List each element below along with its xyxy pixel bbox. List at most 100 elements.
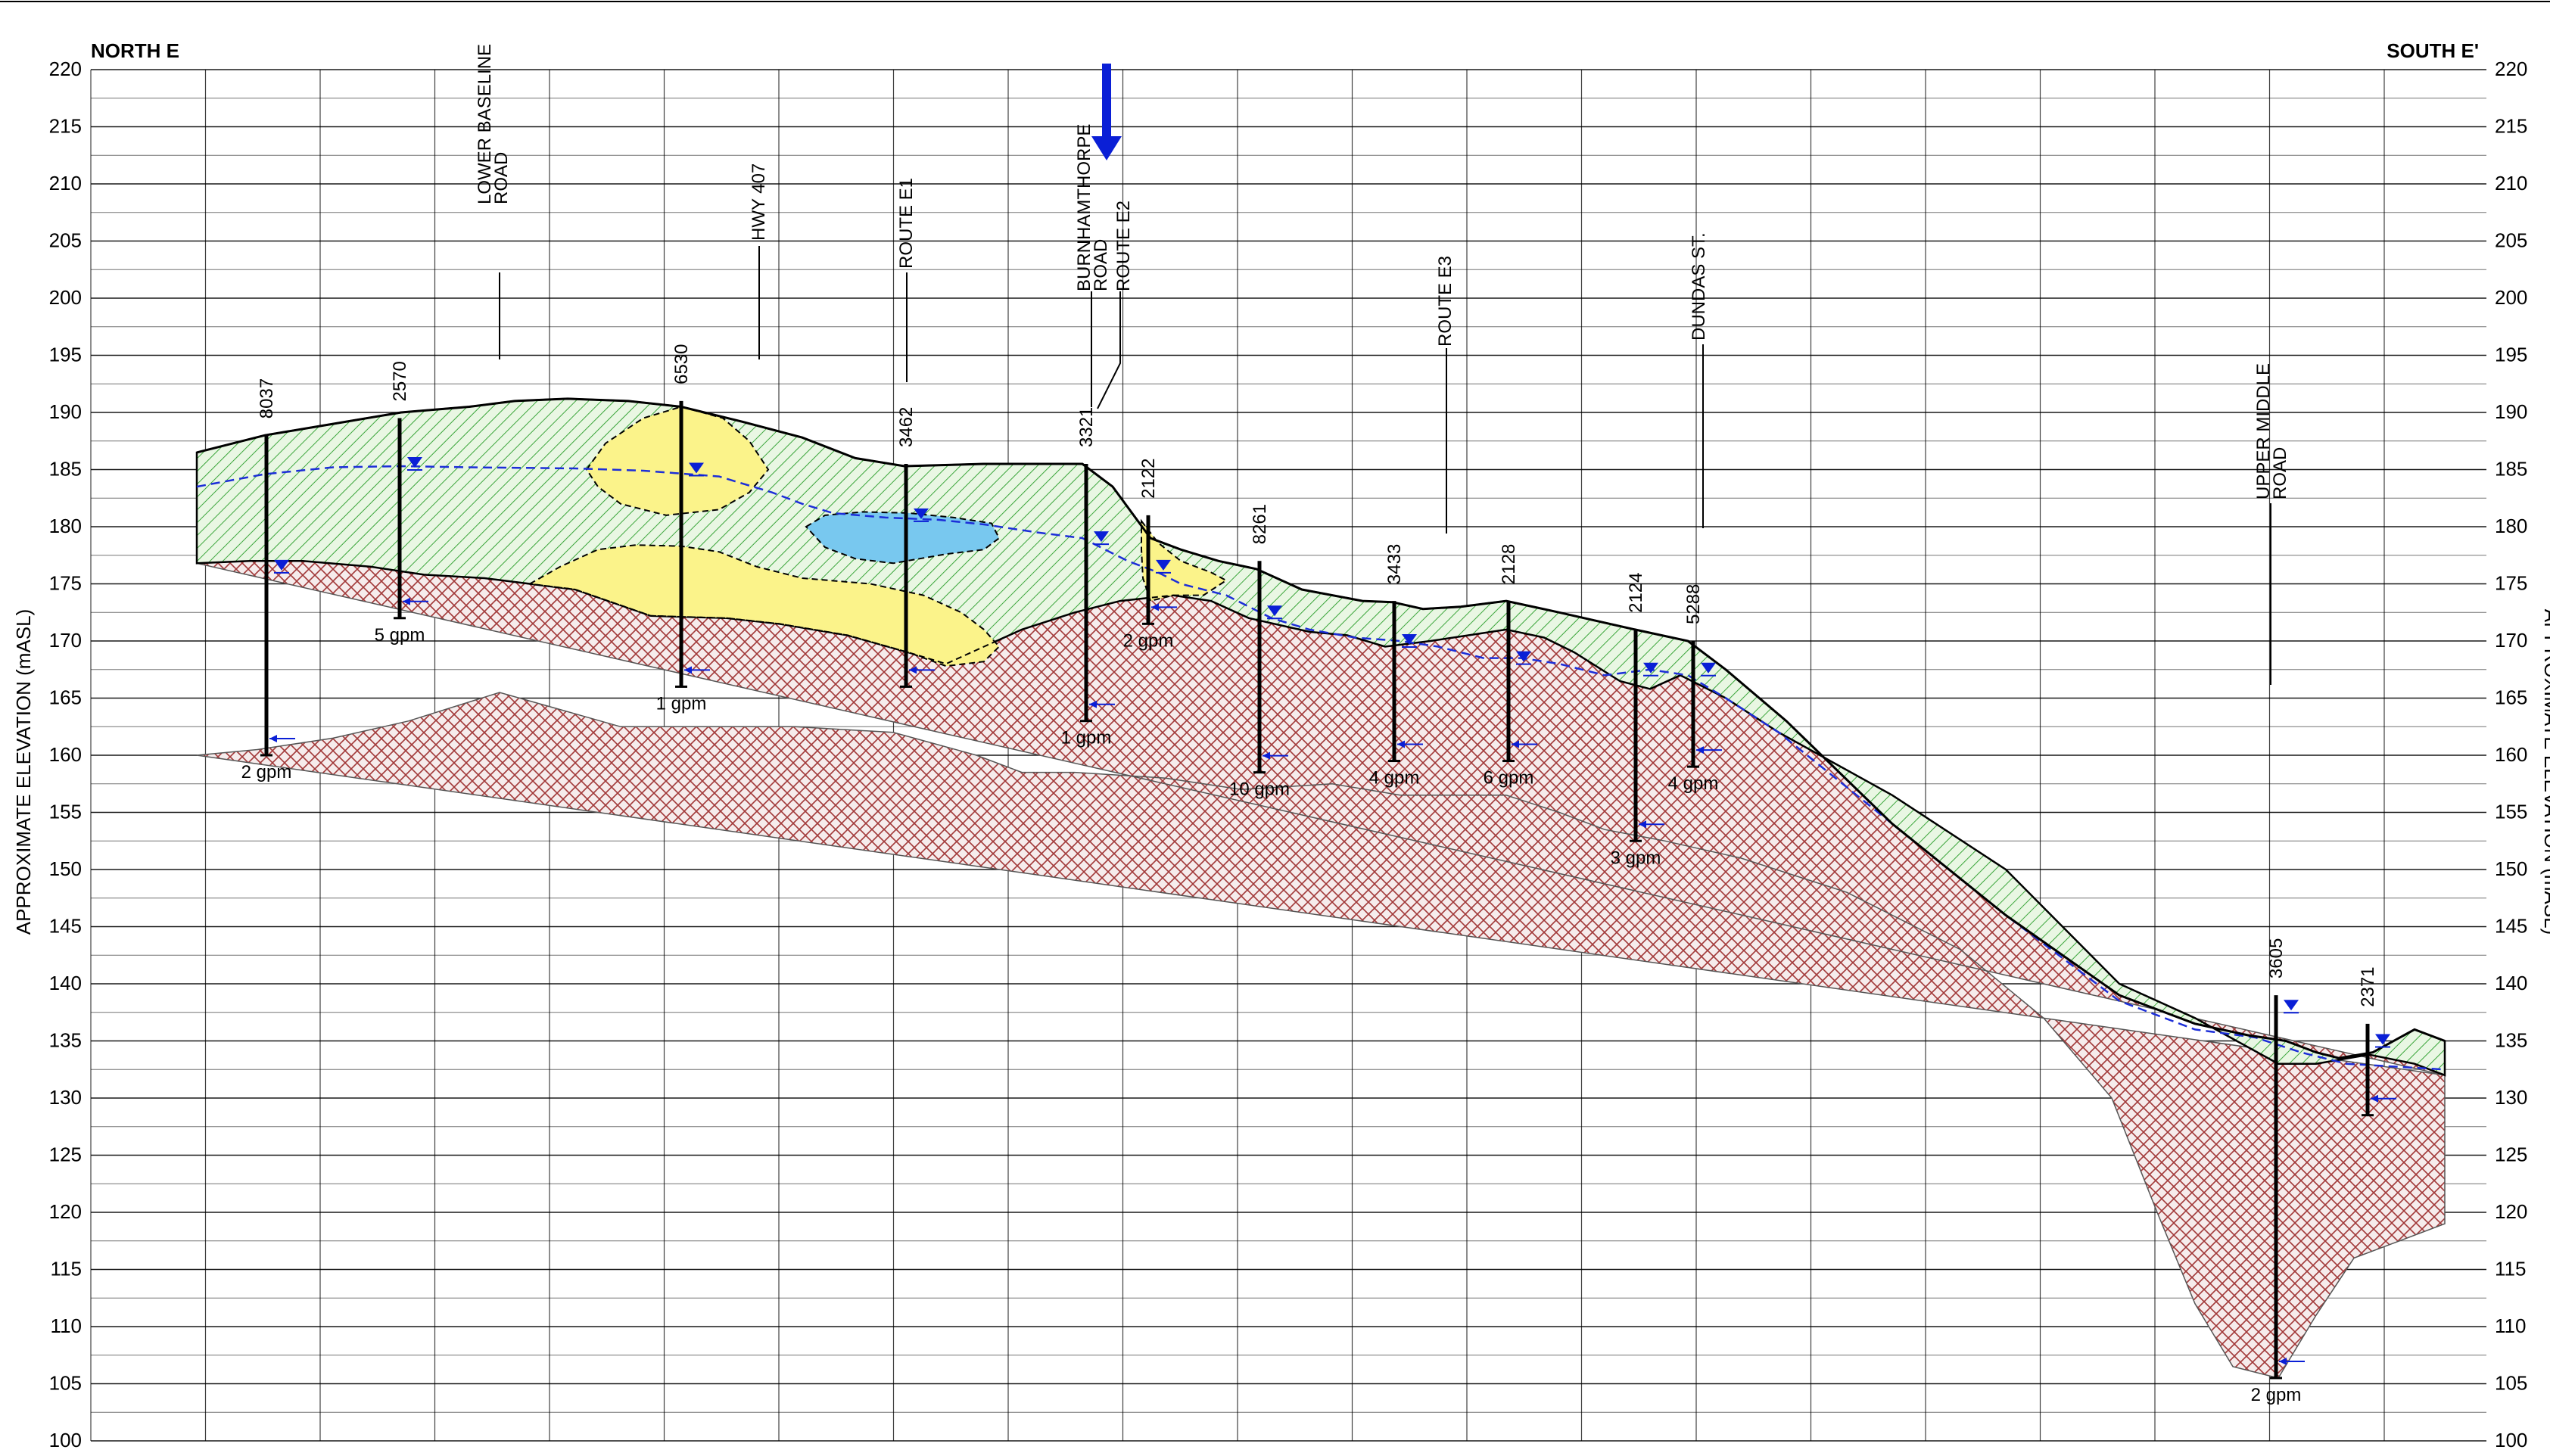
water-lens xyxy=(805,511,1001,565)
bedrock-layer xyxy=(196,560,2446,1379)
y-tick-label-right: 165 xyxy=(2495,686,2527,709)
well: 3433 4 gpm xyxy=(1369,544,1423,789)
section-location-arrow-icon xyxy=(1091,64,1122,160)
well-yield-label: 1 gpm xyxy=(656,693,707,714)
water-level-icon xyxy=(2284,1000,2299,1011)
road-label: ROUTE E3 xyxy=(1435,256,1456,347)
well-id-label: 2128 xyxy=(1499,544,1519,584)
road-label: UPPER MIDDLEROAD xyxy=(2253,363,2290,499)
y-tick-label-left: 185 xyxy=(49,458,82,481)
y-tick-label-left: 120 xyxy=(49,1200,82,1223)
water-level-icon xyxy=(914,508,929,519)
y-tick-label-right: 115 xyxy=(2495,1258,2526,1280)
wells: 8037 2 gpm 2570 5 gpm 6530 1 gpm 3462 3321 1 gpm… xyxy=(241,344,2396,1405)
y-tick-label-right: 150 xyxy=(2495,857,2527,880)
well-id-label: 6530 xyxy=(671,344,692,384)
road-label: ROUTE E1 xyxy=(896,178,917,269)
section-end-label: SOUTH E' xyxy=(2387,39,2479,62)
sand-lens xyxy=(585,406,770,516)
well: 8261 10 gpm xyxy=(1229,504,1290,800)
well: 5288 4 gpm xyxy=(1668,584,1722,794)
y-tick-label-left: 220 xyxy=(49,58,82,80)
y-tick-label-right: 160 xyxy=(2495,743,2527,766)
y-tick-label-left: 145 xyxy=(49,915,82,938)
y-tick-label-right: 190 xyxy=(2495,400,2527,423)
sand-lens xyxy=(527,544,1001,667)
road-label: BURNHAMTHORPEROAD xyxy=(1074,124,1111,291)
y-tick-label-right: 210 xyxy=(2495,172,2527,194)
y-tick-label-left: 190 xyxy=(49,400,82,423)
water-level-icon xyxy=(407,457,422,468)
y-tick-label-right: 185 xyxy=(2495,458,2527,481)
y-tick-label-right: 205 xyxy=(2495,229,2527,252)
well: 2122 2 gpm xyxy=(1123,459,1177,651)
water-level-icon xyxy=(1516,651,1531,662)
water-level-icon xyxy=(1094,531,1109,543)
y-tick-label-right: 195 xyxy=(2495,344,2527,366)
road-label: HWY 407 xyxy=(749,163,769,241)
y-tick-label-right: 110 xyxy=(2495,1314,2526,1337)
geology-layers xyxy=(195,397,2446,1379)
well-id-label: 2122 xyxy=(1138,459,1159,499)
y-tick-label-right: 200 xyxy=(2495,286,2527,309)
y-tick-label-right: 215 xyxy=(2495,115,2527,138)
road-label: DUNDAS ST. xyxy=(1689,232,1709,341)
y-tick-label-left: 175 xyxy=(49,572,82,595)
road-label: ROUTE E2 xyxy=(1113,201,1134,291)
y-tick-label-left: 160 xyxy=(49,743,82,766)
y-tick-label-right: 155 xyxy=(2495,801,2527,823)
well-id-label: 5288 xyxy=(1683,584,1704,624)
well: 8037 2 gpm xyxy=(241,378,295,782)
y-tick-label-right: 170 xyxy=(2495,629,2527,652)
well-id-label: 8037 xyxy=(257,378,277,418)
y-tick-label-left: 135 xyxy=(49,1029,82,1052)
well-id-label: 2371 xyxy=(2358,966,2378,1006)
y-tick-label-left: 205 xyxy=(49,229,82,252)
water-level-icon xyxy=(689,462,704,474)
well: 3462 xyxy=(896,407,935,688)
ground-surface-line xyxy=(196,397,2446,1059)
y-tick-label-left: 165 xyxy=(49,686,82,709)
well-yield-label: 2 gpm xyxy=(1123,630,1174,651)
well-yield-label: 4 gpm xyxy=(1668,773,1719,794)
well-yield-label: 2 gpm xyxy=(241,762,292,782)
well-yield-label: 4 gpm xyxy=(1369,768,1420,789)
water-level-icon xyxy=(2375,1034,2390,1045)
y-tick-label-right: 180 xyxy=(2495,515,2527,537)
road-labels: LOWER BASELINEROAD HWY 407 ROUTE E1 BURNHAM… xyxy=(475,44,2290,685)
y-tick-label-left: 170 xyxy=(49,629,82,652)
y-tick-label-right: 175 xyxy=(2495,572,2527,595)
road-label: LOWER BASELINEROAD xyxy=(475,44,512,204)
well-yield-label: 1 gpm xyxy=(1061,728,1112,748)
well: 2128 6 gpm xyxy=(1484,544,1537,789)
y-tick-label-right: 130 xyxy=(2495,1086,2527,1109)
bedrock-contact-line xyxy=(196,560,2446,1076)
y-tick-label-right: 145 xyxy=(2495,915,2527,938)
y-tick-label-left: 110 xyxy=(51,1314,82,1337)
water-level-icon xyxy=(1267,605,1282,617)
road-leader-line xyxy=(1097,291,1121,409)
well-yield-label: 2 gpm xyxy=(2251,1385,2302,1405)
well: 2371 xyxy=(2358,966,2396,1117)
well-id-label: 2124 xyxy=(1626,573,1646,613)
y-tick-label-right: 105 xyxy=(2495,1372,2527,1395)
well-id-label: 3462 xyxy=(896,407,917,447)
well-yield-label: 3 gpm xyxy=(1611,848,1661,868)
well: 6530 1 gpm xyxy=(656,344,710,714)
y-tick-label-left: 100 xyxy=(49,1429,82,1451)
y-tick-label-left: 215 xyxy=(49,115,82,138)
y-tick-label-left: 180 xyxy=(49,515,82,537)
y-tick-label-right: 120 xyxy=(2495,1200,2527,1223)
water-level-icon xyxy=(1156,559,1171,571)
y-tick-label-left: 115 xyxy=(51,1258,82,1280)
y-tick-label-left: 210 xyxy=(49,172,82,194)
water-level-icon xyxy=(1643,662,1658,674)
well-yield-label: 5 gpm xyxy=(375,625,425,646)
well-id-label: 8261 xyxy=(1250,504,1270,544)
y-tick-label-right: 135 xyxy=(2495,1029,2527,1052)
y-tick-label-left: 195 xyxy=(49,344,82,366)
well: 3605 2 gpm xyxy=(2251,938,2305,1405)
y-tick-label-left: 150 xyxy=(49,857,82,880)
y-tick-label-right: 140 xyxy=(2495,972,2527,994)
